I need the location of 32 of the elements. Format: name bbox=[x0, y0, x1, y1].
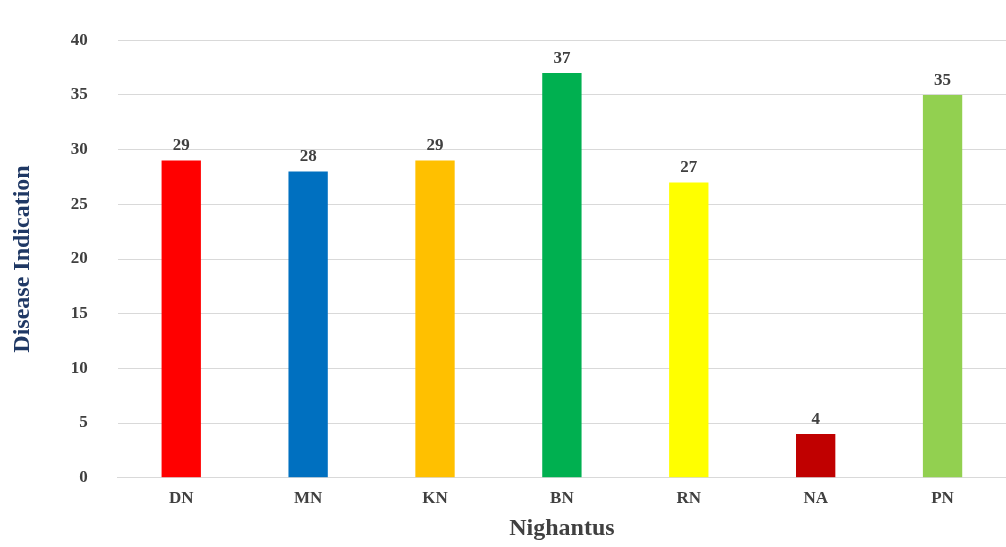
x-tick-label: BN bbox=[550, 488, 575, 508]
bar bbox=[542, 73, 582, 478]
bar bbox=[922, 94, 963, 478]
y-tick-label: 15 bbox=[70, 303, 88, 323]
y-tick-label: 0 bbox=[79, 467, 88, 487]
x-tick-label: DN bbox=[168, 488, 195, 508]
bar bbox=[669, 182, 709, 478]
y-tick-label: 40 bbox=[70, 29, 88, 49]
data-label: 35 bbox=[934, 69, 952, 89]
y-tick-label: 10 bbox=[70, 357, 88, 377]
y-tick-label: 20 bbox=[70, 248, 88, 268]
x-tick-label: RN bbox=[676, 488, 702, 508]
bar bbox=[796, 434, 836, 478]
y-tick-label: 35 bbox=[70, 84, 88, 104]
x-tick-label: PN bbox=[931, 488, 955, 508]
data-label: 29 bbox=[426, 135, 444, 155]
x-tick-label: MN bbox=[293, 488, 324, 508]
y-tick-label: 5 bbox=[79, 412, 88, 432]
data-label: 37 bbox=[553, 47, 571, 67]
x-tick-label: NA bbox=[803, 488, 829, 508]
data-label: 29 bbox=[172, 135, 190, 155]
data-label: 27 bbox=[680, 157, 698, 177]
y-tick-label: 30 bbox=[70, 138, 88, 158]
bar bbox=[288, 171, 328, 478]
bar bbox=[415, 160, 455, 478]
x-tick-label: KN bbox=[422, 488, 449, 508]
x-axis-title: Nighantus bbox=[509, 513, 615, 540]
y-tick-label: 25 bbox=[70, 193, 88, 213]
bar bbox=[161, 160, 201, 478]
data-label: 28 bbox=[299, 146, 317, 166]
data-label: 4 bbox=[811, 408, 821, 428]
y-axis-title: Disease Indication bbox=[7, 165, 34, 353]
